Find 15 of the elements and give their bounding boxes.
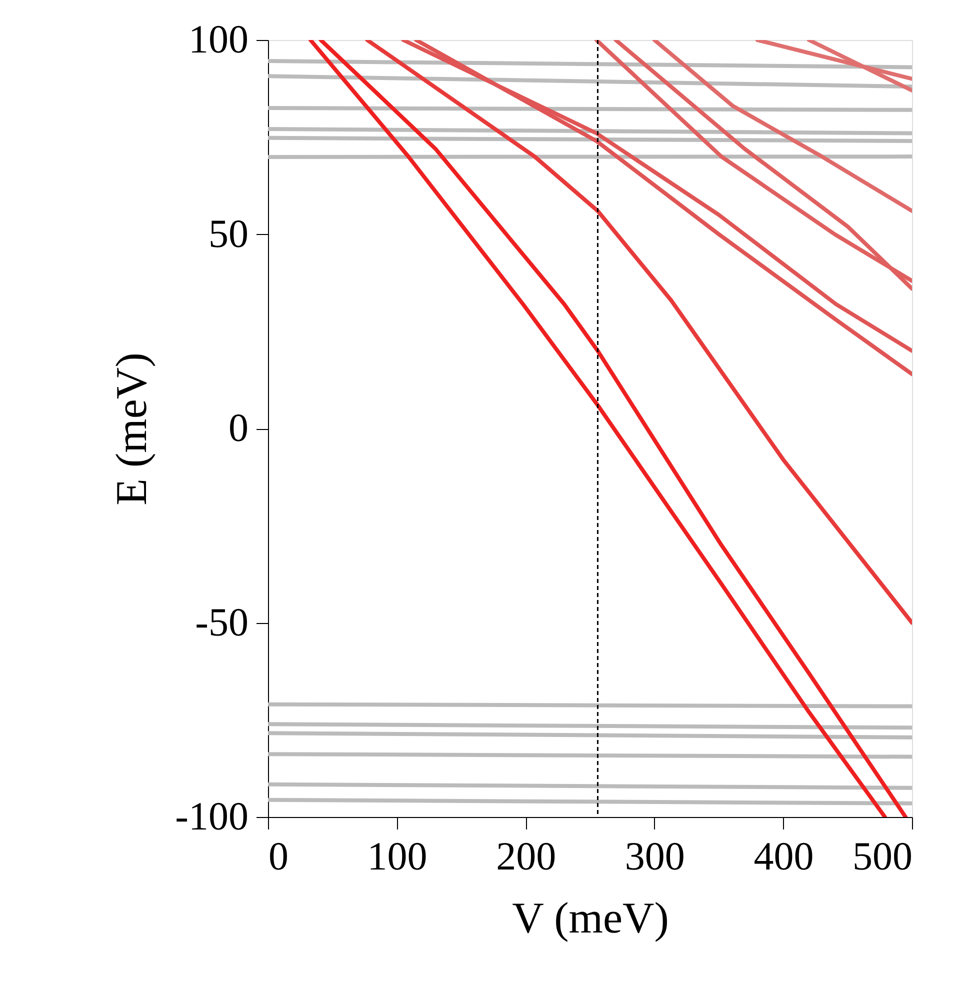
- x-tick-label: 400: [754, 834, 814, 878]
- x-tick-label: 300: [624, 834, 685, 878]
- x-axis-title: V (meV): [512, 894, 669, 942]
- y-tick-label: 0: [228, 405, 248, 450]
- y-axis-title: E (meV): [107, 352, 156, 506]
- x-tick-label: 500: [852, 834, 912, 878]
- line-series: [365, 40, 912, 625]
- y-tick-label: -50: [195, 599, 248, 644]
- x-tick-label: 200: [496, 834, 556, 878]
- line-series: [652, 40, 912, 213]
- y-tick-label: 50: [208, 210, 248, 256]
- x-tick-label: 100: [367, 834, 428, 878]
- x-tick-label: 0: [268, 834, 288, 878]
- y-tick-label: 100: [188, 16, 248, 62]
- y-tick-label: -100: [175, 794, 248, 838]
